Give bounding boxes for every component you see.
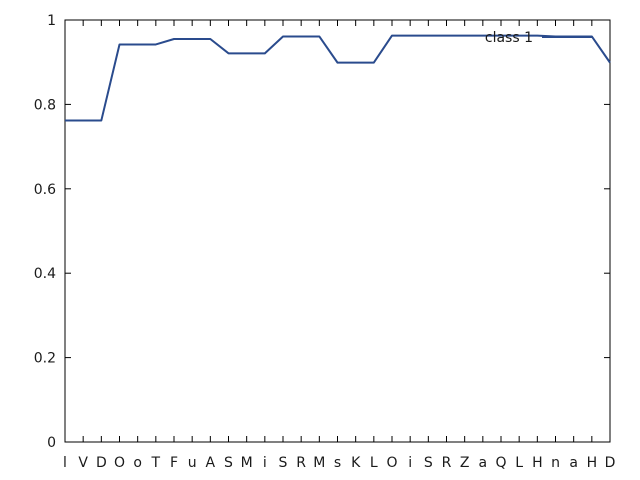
x-tick-label: D (96, 455, 107, 471)
x-tick-label: A (206, 455, 216, 471)
x-tick-label: L (370, 455, 378, 471)
x-tick-label: o (133, 455, 142, 471)
y-tick-label: 0.2 (34, 351, 56, 367)
x-tick-label: Q (495, 455, 506, 471)
x-tick-label: S (279, 455, 288, 471)
x-tick-label: O (114, 455, 125, 471)
x-tick-label: D (605, 455, 616, 471)
x-tick-label: S (224, 455, 233, 471)
x-tick-label: S (424, 455, 433, 471)
y-tick-label: 1 (47, 13, 56, 29)
x-tick-label: u (188, 455, 197, 471)
x-tick-label: M (241, 455, 253, 471)
x-tick-label: a (569, 455, 578, 471)
x-tick-label: a (479, 455, 488, 471)
x-tick-label: O (386, 455, 397, 471)
x-tick-label: s (334, 455, 341, 471)
x-tick-label: H (587, 455, 598, 471)
series-layer (65, 34, 611, 122)
plot-frame (64, 19, 611, 443)
x-tick-label: n (551, 455, 560, 471)
y-tick-label: 0.4 (34, 266, 56, 282)
x-tick-label: M (313, 455, 325, 471)
x-tick-label: i (263, 455, 267, 471)
x-tick-label: T (151, 455, 161, 471)
x-tick-label: R (442, 455, 452, 471)
y-axis: 0 0.2 0.4 0.6 0.8 1 (34, 13, 610, 451)
legend: class 1 (485, 30, 592, 46)
x-tick-label: V (78, 455, 88, 471)
series-line-class-1 (65, 34, 611, 122)
x-tick-label: Z (460, 455, 470, 471)
x-tick-label: i (408, 455, 412, 471)
x-tick-label: L (515, 455, 523, 471)
x-tick-label: K (351, 455, 361, 471)
y-tick-label: 0 (47, 435, 56, 451)
y-tick-label: 0.6 (34, 182, 56, 198)
y-tick-label: 0.8 (34, 97, 56, 113)
x-tick-label: H (532, 455, 543, 471)
x-tick-label: F (170, 455, 178, 471)
x-tick-label: R (296, 455, 306, 471)
legend-label-class-1: class 1 (485, 30, 533, 46)
x-tick-label: l (63, 455, 67, 471)
